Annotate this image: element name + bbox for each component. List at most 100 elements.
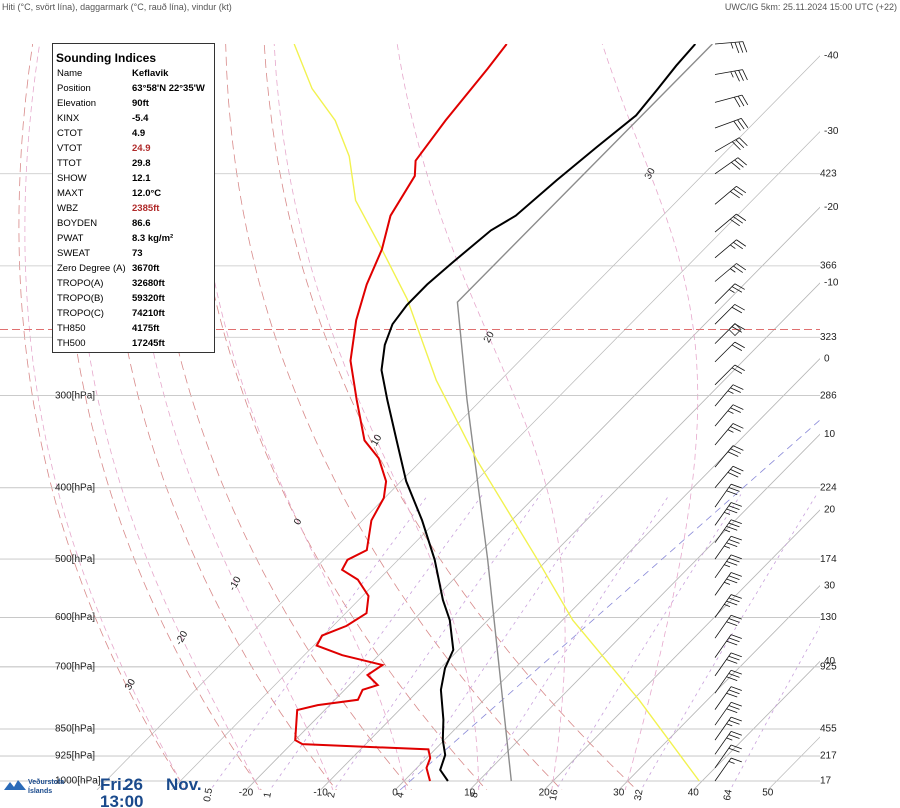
- index-label: BOYDEN: [57, 218, 98, 229]
- isotherm-label: 20: [824, 505, 836, 516]
- mixing-ratio-line: [555, 494, 742, 790]
- x-tick-label: 50: [762, 788, 774, 799]
- index-value: -5.4: [132, 113, 149, 124]
- y-tick-label: 500[hPa]: [55, 554, 95, 565]
- isotherm-label: -40: [824, 51, 839, 62]
- isotherm: [96, 55, 820, 790]
- height-label: 17: [820, 776, 832, 787]
- wind-barb: [714, 364, 745, 386]
- isotherm: [469, 433, 820, 790]
- index-label: TH850: [57, 323, 86, 334]
- adiabat-label: -10: [227, 574, 244, 592]
- isotherm-label: 30: [824, 580, 836, 591]
- y-tick-label: 600[hPa]: [55, 612, 95, 623]
- wind-barb: [714, 594, 742, 618]
- y-tick-label: 300[hPa]: [55, 390, 95, 401]
- isotherm-label: -20: [824, 202, 839, 213]
- isotherm: [693, 660, 820, 790]
- wind-barb: [714, 634, 742, 658]
- y-tick-label: 925[hPa]: [55, 751, 95, 762]
- profile-line: [294, 44, 508, 782]
- index-label: SHOW: [57, 173, 87, 184]
- isotherm-label: 0: [824, 353, 830, 364]
- wind-barb: [714, 465, 744, 488]
- isotherm: [245, 206, 820, 790]
- wind-barb: [714, 41, 748, 54]
- isotherm: [543, 509, 820, 790]
- isotherm: [693, 660, 820, 790]
- index-value: 17245ft: [132, 338, 165, 349]
- y-tick-label: 700[hPa]: [55, 661, 95, 672]
- wind-barb: [714, 519, 742, 543]
- index-value: 59320ft: [132, 293, 165, 304]
- time-label: Fri.: [100, 775, 127, 794]
- parcel-guide: [399, 419, 820, 790]
- dry-adiabat: [186, 44, 488, 790]
- logo-text: Veðurstofa: [28, 779, 65, 786]
- wind-barb: [714, 341, 745, 363]
- index-value: 32680ft: [132, 278, 165, 289]
- header-left: Hiti (°C, svört lína), daggarmark (°C, r…: [2, 2, 232, 12]
- wind-barb: [714, 614, 742, 639]
- index-label: SWEAT: [57, 248, 91, 259]
- index-value: 2385ft: [132, 203, 160, 214]
- wind-barb: [714, 669, 742, 694]
- height-label: 224: [820, 482, 837, 493]
- index-label: PWAT: [57, 233, 84, 244]
- index-label: TROPO(B): [57, 293, 104, 304]
- adiabat-label: 10: [369, 432, 384, 448]
- wind-barb: [714, 535, 742, 560]
- y-tick-label: 1000[hPa]: [55, 776, 101, 787]
- time-label: 26: [124, 775, 143, 794]
- wind-barb: [714, 652, 742, 677]
- wind-barb: [714, 554, 742, 579]
- x-tick-label: 0: [392, 788, 398, 799]
- index-value: 4.9: [132, 128, 146, 139]
- wind-barb: [714, 404, 744, 427]
- mixing-ratio-label: 0.5: [202, 787, 215, 803]
- wind-barb: [714, 137, 748, 153]
- mixing-ratio-label: 4: [395, 791, 407, 799]
- index-value: 29.8: [132, 158, 151, 169]
- index-label: Name: [57, 68, 83, 79]
- index-label: TROPO(C): [57, 308, 104, 319]
- mixing-ratio-label: 16: [548, 788, 561, 801]
- time-label: Nov.: [166, 775, 202, 794]
- wind-barb: [714, 323, 745, 344]
- isotherm: [469, 433, 820, 790]
- dry-adiabat: [105, 44, 337, 790]
- index-value: 3670ft: [132, 263, 160, 274]
- height-label: 366: [820, 260, 837, 271]
- index-value: 8.3 kg/m²: [132, 233, 174, 244]
- wind-barb: [714, 283, 745, 304]
- wind-barb: [714, 185, 747, 205]
- wind-barb: [714, 263, 747, 282]
- wind-barb: [714, 716, 742, 741]
- adiabat-label: 0: [292, 516, 305, 527]
- adiabat-label: 30: [123, 677, 138, 693]
- indices-box: Sounding Indices Name Keflavik Position 63°…: [52, 43, 215, 353]
- index-value: 63°58'N 22°35'W: [132, 83, 205, 94]
- moist-adiabat: [24, 44, 186, 790]
- isotherm-label: 10: [824, 429, 836, 440]
- mixing-ratio-line: [640, 494, 818, 790]
- index-label: Position: [57, 83, 91, 94]
- wind-barb: [714, 686, 742, 710]
- isotherm: [171, 131, 820, 790]
- wind-barb: [714, 757, 742, 782]
- mixing-ratio-label: 1: [262, 791, 274, 799]
- wind-barb: [714, 304, 745, 325]
- height-label: 925: [820, 661, 837, 672]
- x-tick-label: 30: [613, 788, 625, 799]
- index-value: 73: [132, 248, 143, 259]
- isotherm: [245, 206, 820, 790]
- y-tick-label: 400[hPa]: [55, 482, 95, 493]
- wind-barb: [714, 730, 742, 755]
- mixing-ratio-line: [476, 494, 670, 790]
- wind-barb: [714, 701, 742, 726]
- index-value: 24.9: [132, 143, 151, 154]
- wind-barb: [714, 384, 744, 407]
- height-label: 455: [820, 724, 837, 735]
